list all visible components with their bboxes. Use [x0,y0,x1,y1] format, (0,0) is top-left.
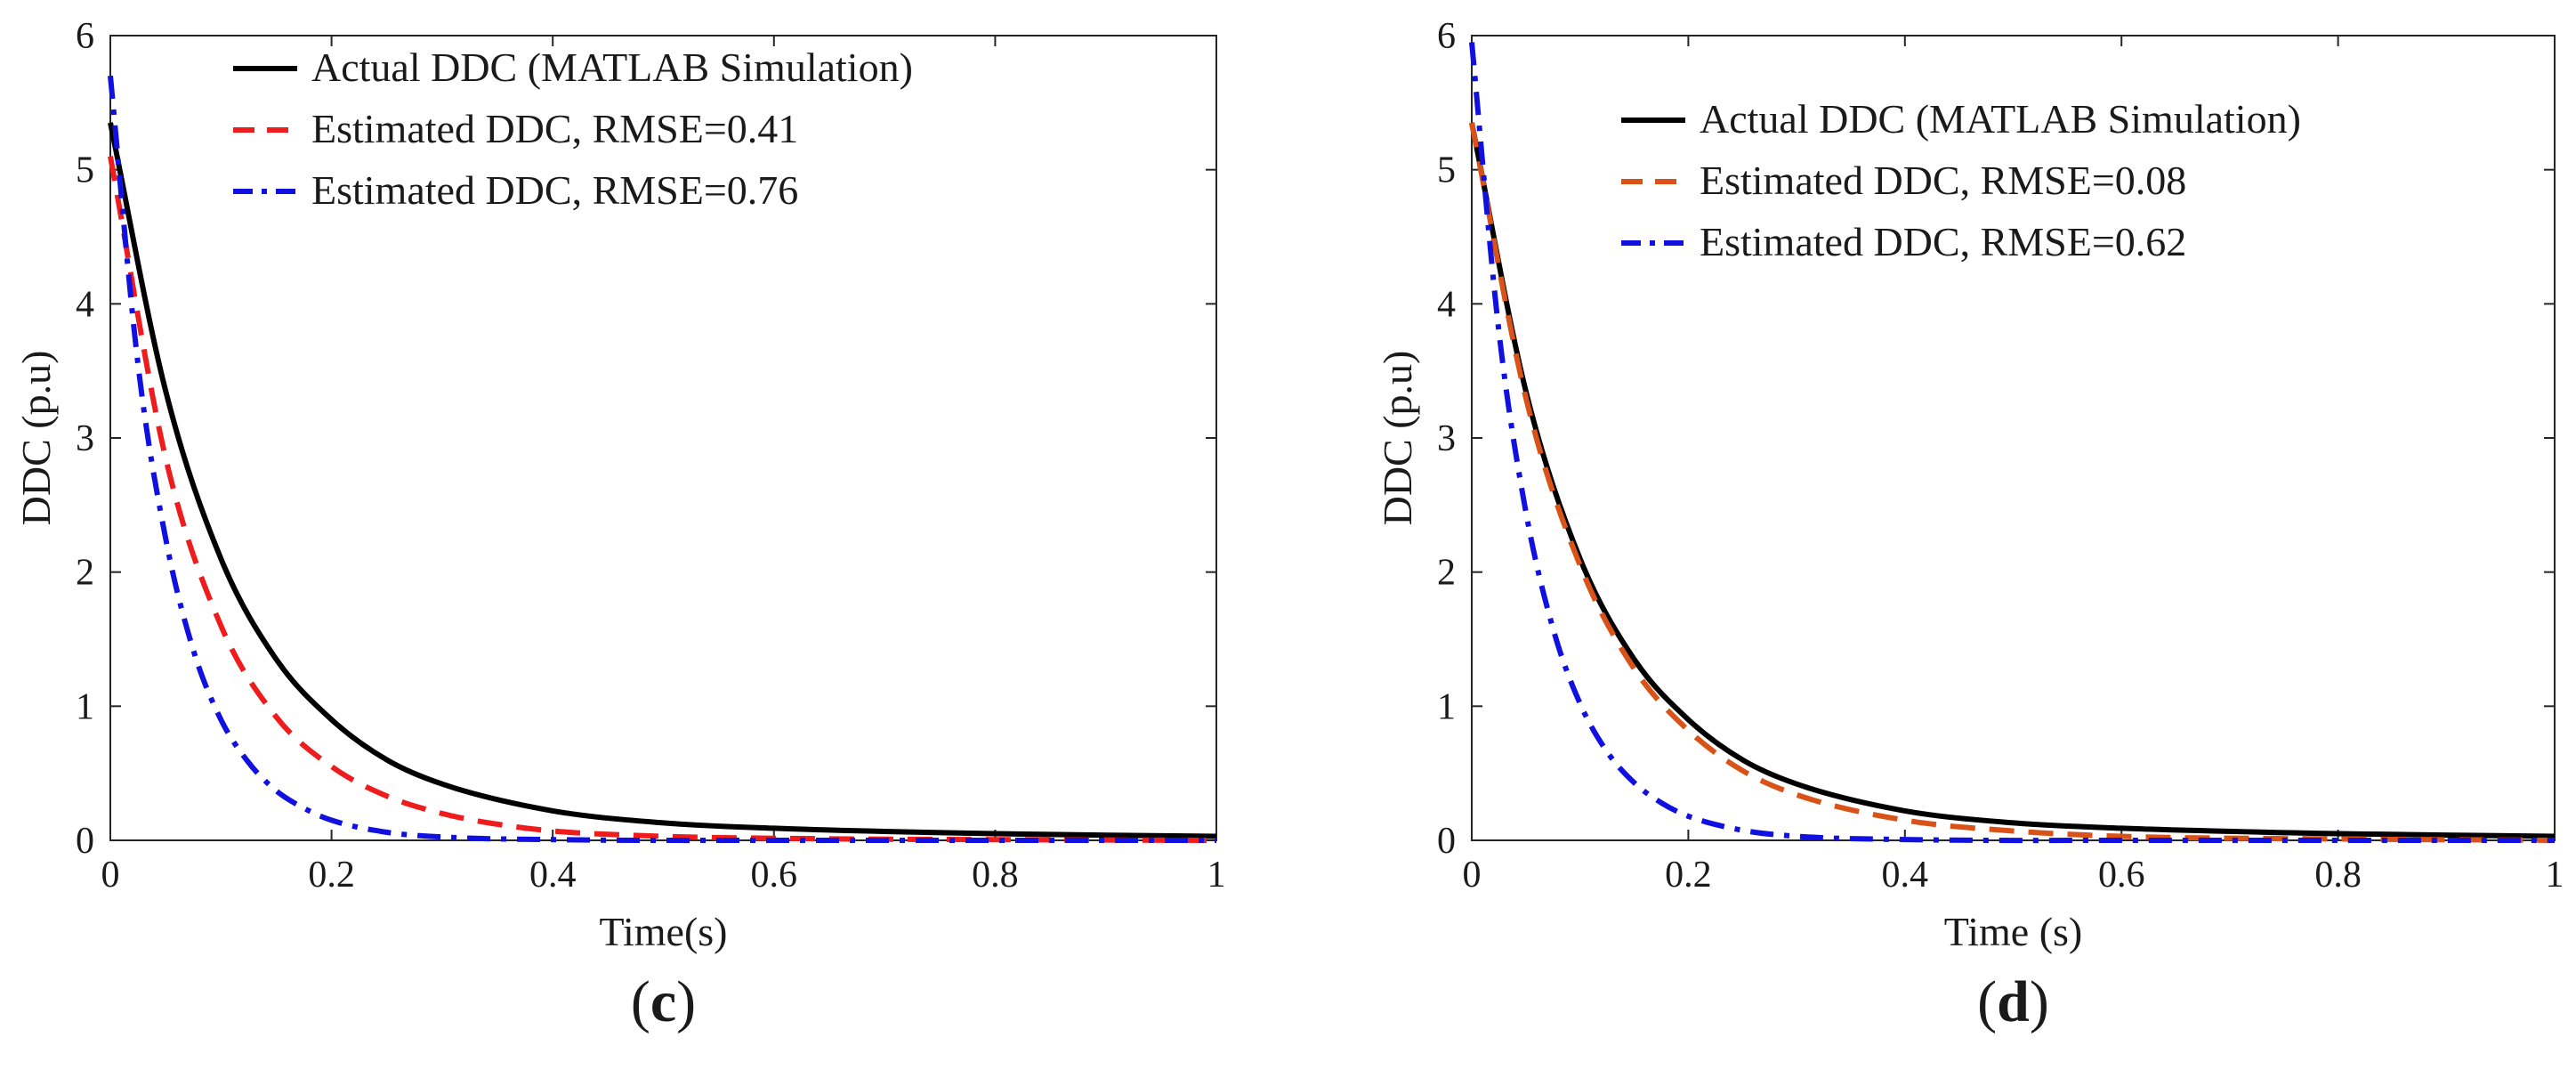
chart-c-xtick-label-2: 0.4 [529,855,577,896]
chart-d-ytick-label-0: 0 [1437,821,1456,862]
chart-d-ytick-label-4: 4 [1437,284,1456,325]
chart-c-ytick-label-2: 2 [76,553,94,594]
chart-d-xtick-label-5: 1 [2546,855,2564,896]
chart-d-plot-area [1469,42,2556,844]
chart-c-panel-label: (c) [631,969,696,1034]
chart-c-panel-label-close: ) [676,969,696,1034]
chart-d-panel-label-letter: d [1997,969,2030,1034]
chart-d-xtick-label-4: 0.8 [2314,855,2362,896]
chart-c-xtick-label-3: 0.6 [751,855,798,896]
chart-d-panel-label-close: ) [2030,969,2049,1034]
chart-d-series-line-1 [1469,122,2556,843]
chart-d-ylabel: DDC (p.u) [1375,351,1420,526]
chart-d-xtick-label-2: 0.4 [1882,855,1929,896]
chart-d-legend-label-1: Estimated DDC, RMSE=0.08 [1700,158,2186,203]
chart-c-xlabel: Time(s) [600,909,728,954]
chart-c-xtick-label-5: 1 [1207,855,1226,896]
chart-c-xtick-label-0: 0 [101,855,120,896]
chart-c-legend-label-1: Estimated DDC, RMSE=0.41 [311,106,798,151]
chart-d-axes-box [1471,35,2556,841]
chart-c-ytick-label-0: 0 [76,821,94,862]
chart-c-plot-area [108,75,1217,844]
chart-d-xtick-label-3: 0.6 [2098,855,2145,896]
chart-d-panel-label: (d) [1977,969,2049,1034]
chart-c-ytick-label-6: 6 [76,16,94,57]
chart-c-ytick-label-4: 4 [76,284,94,325]
chart-d-ytick-label-2: 2 [1437,553,1456,594]
chart-d-series-line-2 [1469,42,2555,844]
chart-c-series-line-0 [108,122,1217,839]
chart-d-ytick-label-6: 6 [1437,16,1456,57]
chart-c-legend: Actual DDC (MATLAB Simulation) Estimated … [233,45,913,213]
chart-c-xtick-label-1: 0.2 [308,855,355,896]
chart-c-legend-label-0: Actual DDC (MATLAB Simulation) [311,45,913,90]
chart-d-xlabel: Time (s) [1944,909,2083,954]
chart-c-panel-label-letter: c [650,969,676,1034]
chart-c-panel-label-open: ( [631,969,650,1034]
chart-d-panel-label-open: ( [1977,969,1997,1034]
chart-c-series-line-1 [108,156,1217,843]
chart-d-ytick-label-3: 3 [1437,418,1456,459]
chart-d-xtick-label-1: 0.2 [1665,855,1712,896]
chart-c-xtick-label-4: 0.8 [972,855,1019,896]
chart-c: 0 0.2 0.4 0.6 0.8 1 0 1 2 3 4 5 6 Time(s) DDC (p.u) Act… [13,16,1226,1034]
chart-d-xtick-label-0: 0 [1463,855,1482,896]
chart-c-ylabel: DDC (p.u) [13,351,59,526]
chart-d-ytick-label-5: 5 [1437,150,1456,191]
chart-d: 0 0.2 0.4 0.6 0.8 1 0 1 2 3 4 5 6 Time (s) DDC (p.u) Ac… [1375,16,2564,1034]
chart-c-legend-label-2: Estimated DDC, RMSE=0.76 [311,167,798,213]
chart-c-series-line-2 [108,75,1216,844]
chart-c-ytick-label-1: 1 [76,686,94,727]
chart-d-ytick-label-1: 1 [1437,686,1456,727]
chart-d-legend-label-2: Estimated DDC, RMSE=0.62 [1700,219,2186,264]
chart-c-ytick-label-5: 5 [76,150,94,191]
chart-c-ytick-label-3: 3 [76,418,94,459]
chart-d-legend: Actual DDC (MATLAB Simulation) Estimated … [1621,96,2301,264]
chart-d-legend-label-0: Actual DDC (MATLAB Simulation) [1700,96,2301,142]
